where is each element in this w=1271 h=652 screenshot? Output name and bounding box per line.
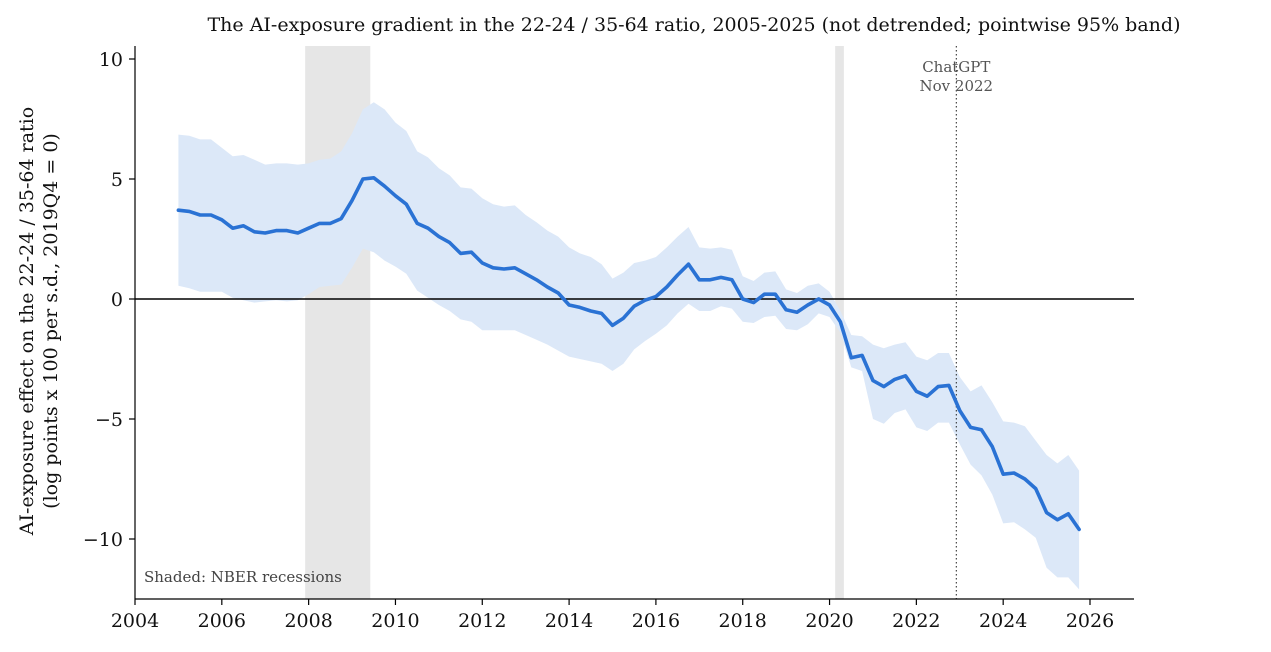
x-tick-label: 2006 [198, 610, 246, 632]
x-ticks: 2004 2006 2008 2010 2012 2014 2016 2018 2020 2022… [111, 599, 1114, 632]
series-line [176, 176, 1081, 532]
y-axis-label-line1: AI-exposure effect on the 22-24 / 35-64 … [16, 107, 38, 536]
confidence-band [178, 102, 1080, 590]
x-tick-label: 2016 [632, 610, 680, 632]
y-tick-label: 0 [111, 289, 123, 311]
y-tick-label: −10 [83, 529, 123, 551]
x-tick-label: 2008 [284, 610, 332, 632]
chatgpt-annotation-line1: ChatGPT [922, 58, 990, 76]
y-axis-label-line2: (log points x 100 per s.d., 2019Q4 = 0) [40, 133, 62, 509]
x-tick-label: 2026 [1066, 610, 1114, 632]
recession-note: Shaded: NBER recessions [144, 568, 342, 586]
chart-title: The AI-exposure gradient in the 22-24 / … [208, 14, 1181, 36]
x-tick-label: 2018 [719, 610, 767, 632]
y-tick-label: 5 [111, 169, 123, 191]
x-tick-label: 2024 [979, 610, 1027, 632]
x-tick-label: 2012 [458, 610, 506, 632]
x-tick-label: 2014 [545, 610, 593, 632]
y-tick-label: −5 [95, 409, 123, 431]
x-tick-label: 2010 [371, 610, 419, 632]
x-tick-label: 2004 [111, 610, 159, 632]
x-tick-label: 2020 [805, 610, 853, 632]
chatgpt-annotation-line2: Nov 2022 [920, 77, 994, 95]
y-ticks: 10 5 0 −5 −10 [83, 49, 135, 551]
y-tick-label: 10 [99, 49, 123, 71]
x-tick-label: 2022 [892, 610, 940, 632]
